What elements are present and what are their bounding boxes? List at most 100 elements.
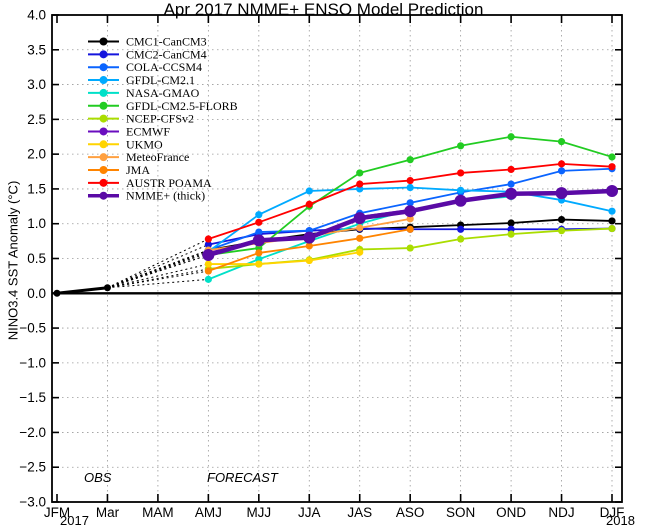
series-point xyxy=(255,211,263,219)
legend-marker xyxy=(99,88,108,97)
legend-label-ukmo: UKMO xyxy=(126,137,163,151)
y-tick-label: 4.0 xyxy=(27,8,46,23)
series-point xyxy=(608,163,616,171)
legend-label-ecmwf: ECMWF xyxy=(126,124,170,138)
legend-marker xyxy=(99,127,108,136)
series-line-ukmo xyxy=(208,251,360,265)
series-point xyxy=(406,215,414,223)
y-tick-label: 0.0 xyxy=(27,286,46,301)
x-tick-label: JJA xyxy=(298,505,321,520)
series-point xyxy=(202,249,215,262)
legend-label-nmme-thick-: NMME+ (thick) xyxy=(126,189,205,203)
series-point xyxy=(255,228,263,236)
obs-annotation: OBS xyxy=(84,470,112,485)
y-tick-label: 0.5 xyxy=(27,251,46,266)
series-point xyxy=(356,224,364,232)
series-point xyxy=(305,242,313,250)
series-point xyxy=(557,215,566,224)
series-point xyxy=(457,186,465,194)
legend-marker xyxy=(99,63,108,72)
legend-label-gfdl-cm2-5-florb: GFDL-CM2.5-FLORB xyxy=(126,99,238,113)
x-tick-label: Mar xyxy=(96,505,120,520)
series-point xyxy=(305,200,313,208)
series-point xyxy=(606,185,618,198)
series-point xyxy=(557,160,566,168)
series-point xyxy=(507,230,515,238)
legend-label-gfdl-cm2-1: GFDL-CM2.1 xyxy=(126,73,195,87)
series-point xyxy=(404,205,417,218)
legend-label-cmc2-cancm4: CMC2-CanCM4 xyxy=(126,47,207,61)
legend-marker xyxy=(99,153,108,162)
series-point xyxy=(406,156,414,164)
x-tick-label: DJF xyxy=(600,505,625,520)
series-point xyxy=(507,180,515,188)
series-point xyxy=(555,187,568,200)
x-tick-label: AMJ xyxy=(195,505,222,520)
series-point xyxy=(457,225,465,233)
obs-forecast-connector xyxy=(107,278,209,289)
x-axis-year-2017: 2017 xyxy=(60,513,89,528)
x-tick-label: SON xyxy=(446,505,475,520)
series-point xyxy=(608,207,616,215)
legend-marker xyxy=(99,37,108,46)
y-tick-label: 3.5 xyxy=(27,42,46,57)
y-tick-label: −1.0 xyxy=(19,355,46,370)
y-tick-label: −2.5 xyxy=(19,460,46,475)
series-point xyxy=(557,227,566,235)
x-tick-label: OND xyxy=(496,505,526,520)
obs-forecast-connector xyxy=(107,263,209,289)
x-tick-label: MAM xyxy=(142,505,174,520)
legend-label-cola-ccsm4: COLA-CCSM4 xyxy=(126,60,202,74)
series-point xyxy=(406,176,414,185)
y-tick-label: 2.0 xyxy=(27,147,46,162)
series-point xyxy=(353,212,366,225)
series-point xyxy=(505,187,518,200)
legend-label-austr-poama: AUSTR POAMA xyxy=(126,176,212,190)
y-tick-label: −1.5 xyxy=(19,390,46,405)
series-point xyxy=(356,248,364,256)
series-point xyxy=(507,219,515,227)
obs-forecast-connector xyxy=(107,268,209,289)
series-point xyxy=(608,224,616,233)
y-tick-label: −0.5 xyxy=(19,321,46,336)
y-tick-label: 2.5 xyxy=(27,112,46,127)
legend-marker xyxy=(99,50,108,59)
legend-marker xyxy=(99,178,108,187)
series-point xyxy=(406,225,414,233)
series-point xyxy=(608,153,616,161)
observed-point xyxy=(103,284,111,292)
series-point xyxy=(204,240,212,249)
series-point xyxy=(507,165,515,174)
series-point xyxy=(356,169,364,177)
y-tick-label: 1.5 xyxy=(27,181,46,196)
legend-label-meteofrance: MeteoFrance xyxy=(126,150,189,164)
x-tick-label: JFM xyxy=(44,505,70,520)
series-point xyxy=(454,194,467,207)
forecast-annotation: FORECAST xyxy=(207,470,278,485)
series-point xyxy=(252,234,265,247)
series-point xyxy=(255,260,263,268)
observed-line xyxy=(56,286,108,295)
series-point xyxy=(608,217,616,225)
legend-label-cmc1-cancm3: CMC1-CanCM3 xyxy=(126,35,207,49)
series-point xyxy=(406,244,414,252)
x-axis-year-2018: 2018 xyxy=(606,513,635,528)
legend-marker xyxy=(99,114,108,123)
x-tick-label: MJJ xyxy=(246,505,271,520)
series-point xyxy=(204,235,212,243)
series-point xyxy=(204,267,212,275)
series-point xyxy=(303,231,316,244)
series-point xyxy=(457,235,465,243)
series-point xyxy=(305,256,313,265)
y-tick-label: 3.0 xyxy=(27,77,46,92)
legend-label-nasa-gmao: NASA-GMAO xyxy=(126,86,200,100)
obs-forecast-connector xyxy=(107,238,209,289)
obs-forecast-connector xyxy=(107,270,209,289)
series-point xyxy=(457,169,465,177)
series-point xyxy=(305,187,313,195)
legend-marker xyxy=(99,101,108,110)
legend-marker xyxy=(99,76,108,85)
chart-title: Apr 2017 NMME+ ENSO Model Prediction xyxy=(163,0,484,19)
series-point xyxy=(204,275,212,283)
